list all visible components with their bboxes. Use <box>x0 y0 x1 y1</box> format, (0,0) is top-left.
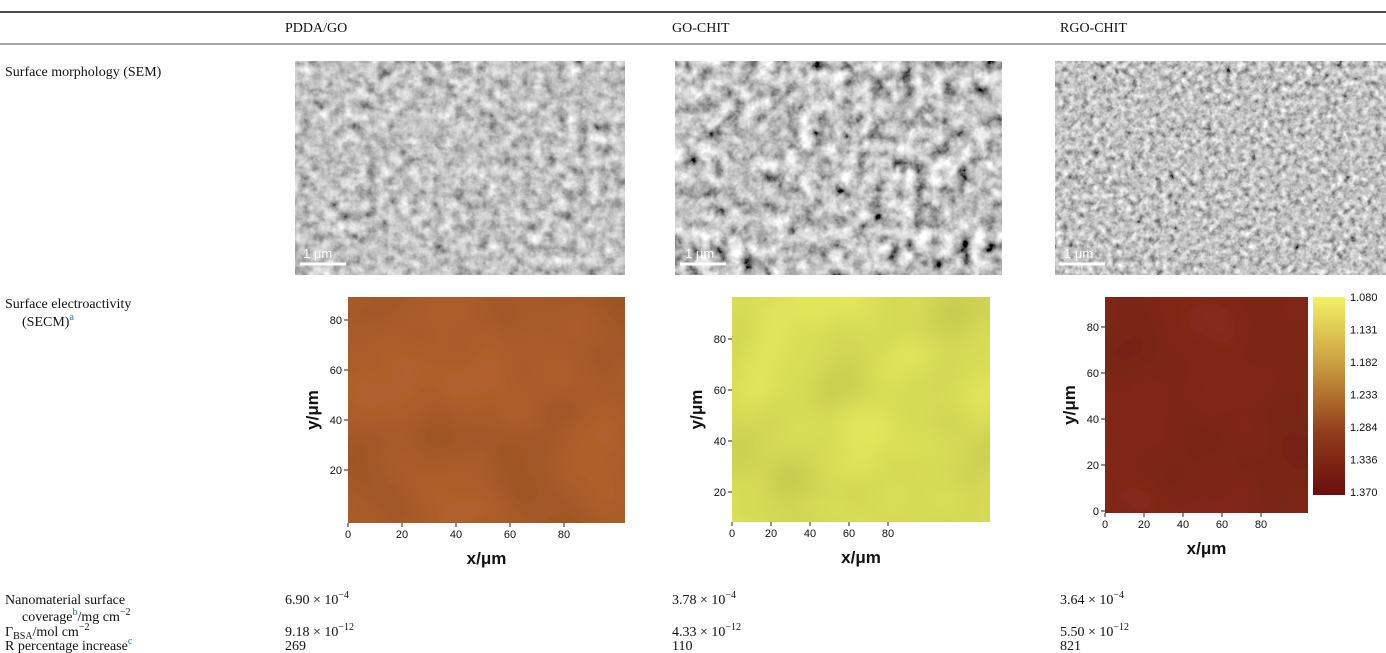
y-tick-label: 60 <box>1087 368 1099 380</box>
x-tick-label: 20 <box>765 528 777 540</box>
colorbar-label: 1.233 <box>1350 390 1378 402</box>
y-axis-label: y/μm <box>1060 385 1079 425</box>
exponent: −12 <box>725 622 741 633</box>
x-tick-label: 0 <box>1102 519 1108 531</box>
x-tick-label: 80 <box>558 529 570 541</box>
x-tick-label: 60 <box>843 528 855 540</box>
y-axis-label: y/μm <box>303 390 322 430</box>
x-tick-label: 60 <box>1216 519 1228 531</box>
colorbar <box>1313 297 1345 495</box>
y-tick-label: 20 <box>330 465 342 477</box>
footnote-mark: a <box>69 312 74 323</box>
y-tick-label: 80 <box>1087 322 1099 334</box>
column-header: PDDA/GO <box>285 21 347 36</box>
secm-map <box>1105 297 1308 513</box>
x-axis-label: x/μm <box>467 549 507 568</box>
y-axis-label: y/μm <box>687 390 706 430</box>
mantissa: 9.18 × 10 <box>285 625 338 640</box>
secm-map <box>732 297 990 522</box>
x-axis-label: x/μm <box>1187 539 1227 558</box>
row-label-cont: (SECM) <box>22 315 70 330</box>
y-tick-label: 80 <box>714 334 726 346</box>
cell-value: 4.33 × 10−12 <box>672 622 741 640</box>
x-tick-label: 0 <box>345 529 351 541</box>
unit: /mg cm <box>78 610 120 625</box>
cell-value: 3.78 × 10−4 <box>672 590 736 608</box>
cell-value: 5.50 × 10−12 <box>1060 622 1129 640</box>
x-tick-label: 40 <box>804 528 816 540</box>
x-tick-label: 20 <box>396 529 408 541</box>
mantissa: 4.33 × 10 <box>672 625 725 640</box>
x-tick-label: 80 <box>882 528 894 540</box>
cell-value: 6.90 × 10−4 <box>285 590 349 608</box>
cell-value: 821 <box>1060 639 1081 653</box>
row-label: (SECM)a <box>22 312 74 330</box>
footnote-mark: c <box>128 636 133 647</box>
unit-exp: −2 <box>120 607 131 618</box>
cell-value: 3.64 × 10−4 <box>1060 590 1124 608</box>
colorbar-label: 1.336 <box>1350 455 1378 467</box>
x-tick-label: 80 <box>1255 519 1267 531</box>
exponent: −12 <box>338 622 354 633</box>
x-tick-label: 0 <box>729 528 735 540</box>
colorbar-label: 1.182 <box>1350 357 1378 369</box>
y-tick-label: 40 <box>330 415 342 427</box>
column-header: RGO-CHIT <box>1060 21 1127 36</box>
x-tick-label: 20 <box>1138 519 1150 531</box>
y-tick-label: 80 <box>330 315 342 327</box>
exponent: −4 <box>725 590 736 601</box>
row-label: ΓBSA/mol cm−2 <box>5 622 89 642</box>
sem-image <box>295 61 625 275</box>
x-tick-label: 40 <box>1177 519 1189 531</box>
mantissa: 3.64 × 10 <box>1060 593 1113 608</box>
mantissa: 3.78 × 10 <box>672 593 725 608</box>
label: R percentage increase <box>5 639 128 653</box>
scale-bar-label: 1 μm <box>1064 246 1093 261</box>
row-label-cont: coverage <box>22 610 73 625</box>
row-label: Surface electroactivity <box>5 297 131 312</box>
row-label: coverageb/mg cm−2 <box>22 607 131 625</box>
mantissa: 5.50 × 10 <box>1060 625 1113 640</box>
mantissa: 6.90 × 10 <box>285 593 338 608</box>
symbol: Γ <box>5 625 13 640</box>
footnote-mark: b <box>73 607 78 618</box>
sem-image <box>675 61 1002 275</box>
y-tick-label: 20 <box>714 487 726 499</box>
colorbar-label: 1.284 <box>1350 422 1378 434</box>
unit-exp: −2 <box>79 622 90 633</box>
exponent: −4 <box>1113 590 1124 601</box>
cell-value: 269 <box>285 639 306 653</box>
exponent: −12 <box>1113 622 1129 633</box>
unit: /mol cm <box>33 625 79 640</box>
y-tick-label: 40 <box>1087 414 1099 426</box>
secm-map <box>348 297 625 523</box>
y-tick-label: 60 <box>330 365 342 377</box>
sem-image <box>1055 61 1386 275</box>
y-tick-label: 0 <box>1093 506 1099 518</box>
row-label: Nanomaterial surface <box>5 593 125 608</box>
cell-value: 110 <box>672 639 692 653</box>
exponent: −4 <box>338 590 349 601</box>
colorbar-label: 1.370 <box>1350 487 1378 499</box>
cell-value: 9.18 × 10−12 <box>285 622 354 640</box>
subscript: BSA <box>13 631 33 642</box>
colorbar-label: 1.080 <box>1350 292 1378 304</box>
y-tick-label: 40 <box>714 436 726 448</box>
colorbar-label: 1.131 <box>1350 325 1378 337</box>
scale-bar-label: 1 μm <box>685 246 714 261</box>
x-tick-label: 40 <box>450 529 462 541</box>
y-tick-label: 20 <box>1087 460 1099 472</box>
x-tick-label: 60 <box>504 529 516 541</box>
x-axis-label: x/μm <box>841 548 881 567</box>
row-label: R percentage increasec <box>5 636 133 653</box>
y-tick-label: 60 <box>714 385 726 397</box>
column-header: GO-CHIT <box>672 21 730 36</box>
scale-bar-label: 1 μm <box>303 246 332 261</box>
row-label: Surface morphology (SEM) <box>5 65 162 80</box>
